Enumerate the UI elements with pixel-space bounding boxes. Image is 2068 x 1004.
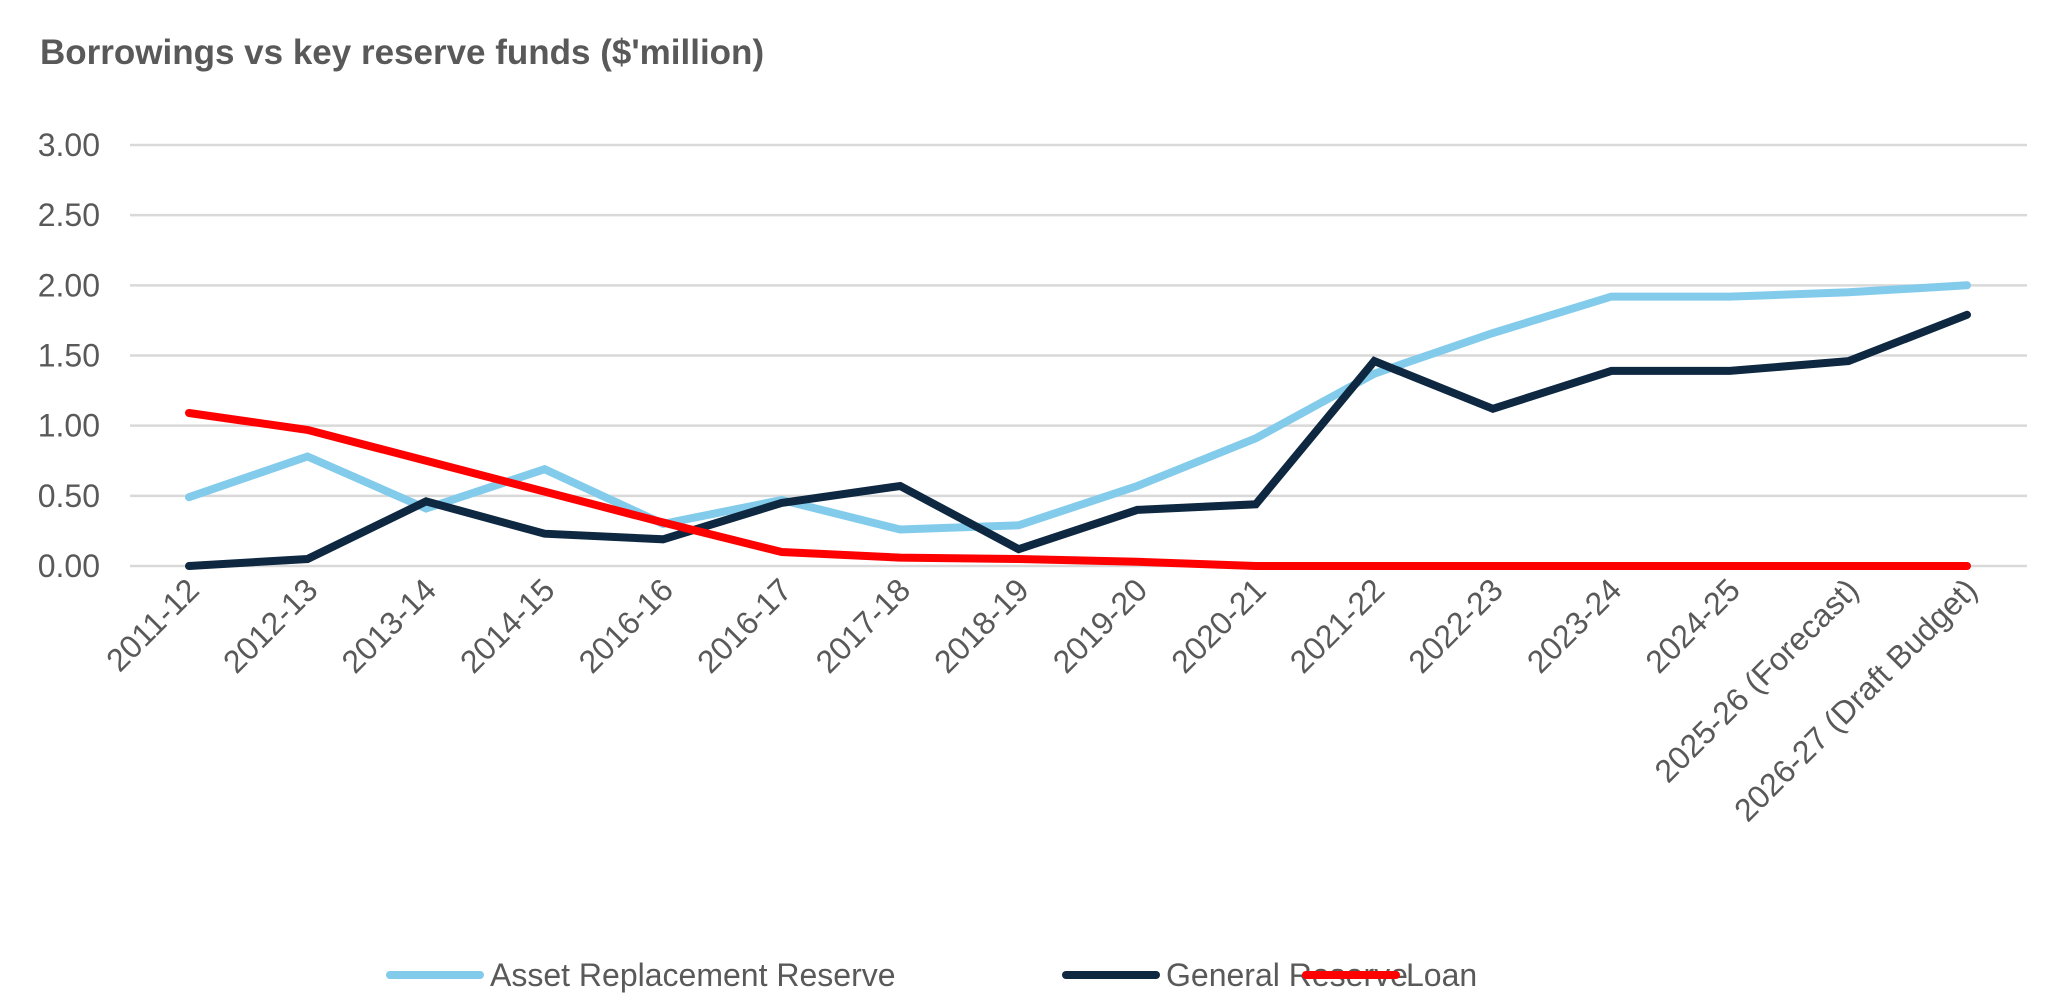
series-line-loan	[185, 409, 1971, 570]
legend: Asset Replacement Reserve General Reserve…	[386, 957, 1477, 993]
gridlines	[130, 143, 2027, 568]
x-tick-label: 2022-23	[1401, 571, 1509, 679]
y-tick-label: 3.00	[38, 127, 100, 163]
series-line-asset-replacement-reserve	[185, 281, 1971, 534]
y-tick-label: 2.00	[38, 267, 100, 303]
x-tick-label: 2025-26 (Forecast)	[1648, 571, 1866, 789]
legend-item: Asset Replacement Reserve	[386, 957, 896, 993]
x-tick-label: 2014-15	[453, 571, 561, 679]
x-tick-label: 2016-16	[572, 571, 680, 679]
x-tick-label: 2016-17	[690, 571, 798, 679]
legend-item: Loan	[1302, 957, 1477, 993]
y-tick-label: 0.00	[38, 548, 100, 584]
x-tick-label: 2013-14	[335, 571, 443, 679]
x-tick-label: 2026-27 (Draft Budget)	[1727, 571, 1984, 828]
legend-label: Asset Replacement Reserve	[490, 957, 896, 993]
chart-title: Borrowings vs key reserve funds ($'milli…	[40, 33, 764, 72]
x-tick-label: 2023-24	[1520, 571, 1628, 679]
series-lines	[185, 281, 1971, 570]
series-line-general-reserve	[185, 310, 1971, 570]
x-tick-label: 2017-18	[809, 571, 917, 679]
x-tick-label: 2024-25	[1638, 571, 1746, 679]
y-tick-label: 1.50	[38, 338, 100, 374]
x-tick-label: 2011-12	[99, 571, 206, 678]
x-tick-label: 2018-19	[927, 571, 1035, 679]
y-tick-label: 2.50	[38, 197, 100, 233]
x-tick-label: 2012-13	[216, 571, 324, 679]
y-axis-ticks: 0.00 0.50 1.00 1.50 2.00 2.50 3.00	[38, 127, 100, 584]
y-tick-label: 1.00	[38, 408, 100, 444]
x-tick-label: 2020-21	[1164, 571, 1272, 679]
x-axis-ticks: 2011-12 2012-13 2013-14 2014-15 2016-16 2016-…	[99, 571, 1984, 828]
x-tick-label: 2019-20	[1046, 571, 1154, 679]
x-tick-label: 2021-22	[1283, 571, 1391, 679]
legend-label: Loan	[1406, 957, 1477, 993]
y-tick-label: 0.50	[38, 478, 100, 514]
